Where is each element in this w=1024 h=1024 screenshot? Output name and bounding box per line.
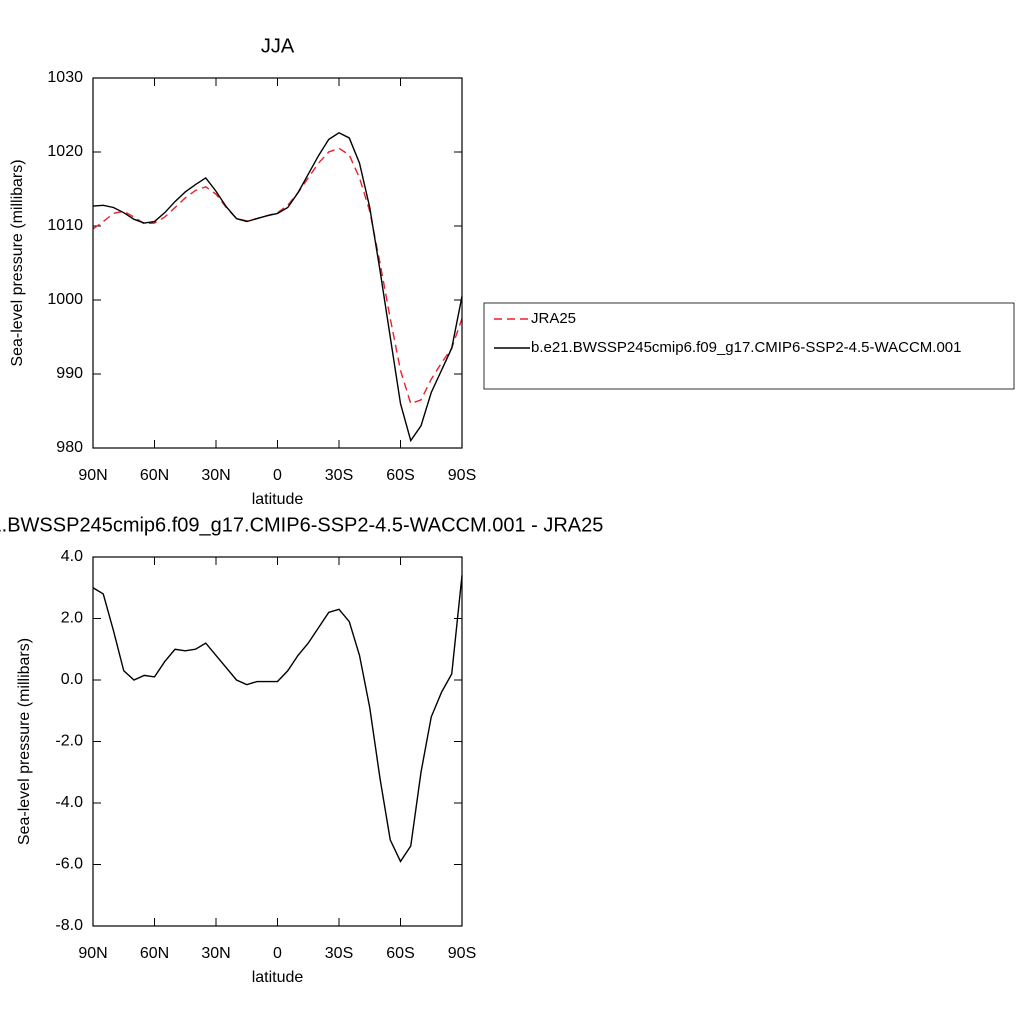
y-tick-label: 990	[56, 365, 83, 382]
chart-title: b.e21.BWSSP245cmip6.f09_g17.CMIP6-SSP2-4…	[0, 514, 603, 536]
y-tick-label: -2.0	[55, 733, 83, 750]
x-tick-label: 0	[273, 467, 282, 484]
chart-title: JJA	[261, 35, 295, 57]
x-axis-label: latitude	[252, 969, 304, 986]
x-tick-label: 30S	[325, 467, 353, 484]
x-tick-label: 60S	[386, 945, 414, 962]
legend-box	[483, 302, 1015, 390]
y-tick-label: 1010	[47, 217, 83, 234]
data-line	[92, 575, 463, 863]
y-tick-label: 1000	[47, 291, 83, 308]
x-tick-label: 60N	[140, 467, 169, 484]
x-tick-label: 90N	[78, 467, 107, 484]
legend-label: b.e21.BWSSP245cmip6.f09_g17.CMIP6-SSP2-4…	[531, 339, 961, 356]
y-tick-label: 1020	[47, 143, 83, 160]
y-tick-label: 2.0	[61, 610, 83, 627]
x-tick-label: 60N	[140, 945, 169, 962]
x-tick-label: 0	[273, 945, 282, 962]
plot-frame	[92, 556, 463, 927]
y-tick-label: -8.0	[55, 917, 83, 934]
x-tick-label: 30N	[201, 467, 230, 484]
legend-label: JRA25	[531, 310, 576, 327]
data-line	[92, 147, 463, 405]
y-tick-label: 980	[56, 439, 83, 456]
y-tick-label: 1030	[47, 69, 83, 86]
plot-frame	[92, 77, 463, 449]
x-tick-label: 30S	[325, 945, 353, 962]
y-tick-label: -6.0	[55, 856, 83, 873]
data-line	[92, 131, 463, 443]
x-tick-label: 90S	[448, 467, 476, 484]
x-tick-label: 90S	[448, 945, 476, 962]
x-tick-label: 30N	[201, 945, 230, 962]
y-axis-label: Sea-level pressure (millibars)	[9, 159, 26, 366]
y-tick-label: 4.0	[61, 548, 83, 565]
y-tick-label: 0.0	[61, 671, 83, 688]
y-axis-label: Sea-level pressure (millibars)	[16, 638, 33, 845]
x-tick-label: 60S	[386, 467, 414, 484]
x-tick-label: 90N	[78, 945, 107, 962]
x-axis-label: latitude	[252, 491, 304, 508]
y-tick-label: -4.0	[55, 794, 83, 811]
